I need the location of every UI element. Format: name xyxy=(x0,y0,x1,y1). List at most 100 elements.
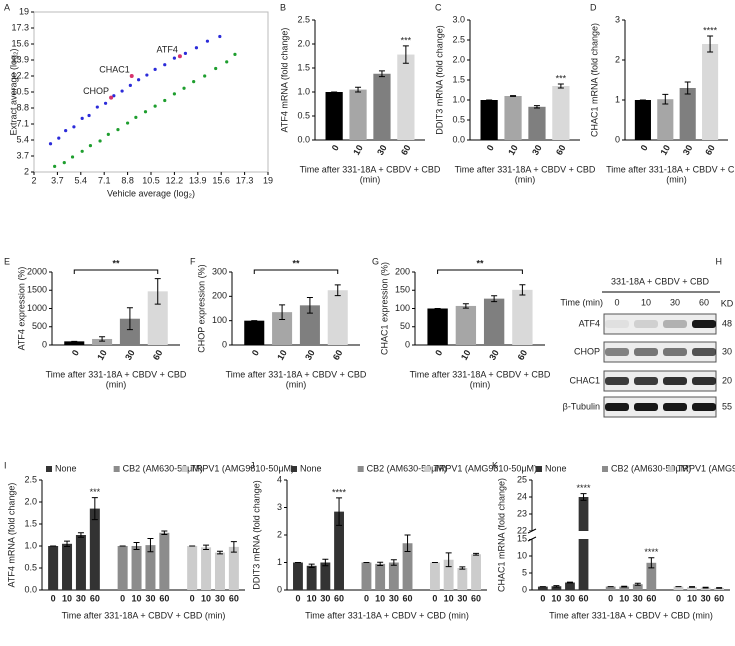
legend-label: TRPV1 (AMG9810-50μM) xyxy=(190,463,294,473)
y-tick-label: 12.2 xyxy=(11,70,29,80)
bar xyxy=(512,289,533,345)
y-tick-label: 0.5 xyxy=(24,562,37,572)
x-tick-label: 10 xyxy=(459,348,473,362)
x-tick-label: 30 xyxy=(375,143,389,157)
bar xyxy=(145,545,156,590)
x-tick-label: 2 xyxy=(31,175,36,185)
x-tick-label: 7.1 xyxy=(98,175,111,185)
bar xyxy=(214,552,225,590)
error-bar xyxy=(203,544,210,551)
bar xyxy=(334,511,344,590)
x-axis-label: (min) xyxy=(666,174,687,184)
y-tick-label: 2000 xyxy=(27,266,47,276)
y-tick-label: 300 xyxy=(212,266,227,276)
x-tick-label: 0 xyxy=(330,143,341,152)
x-tick-label: 10 xyxy=(506,143,520,157)
x-tick-label: 30 xyxy=(701,593,711,603)
bar xyxy=(427,308,448,345)
y-tick-label: 0 xyxy=(277,584,282,594)
y-tick-label: 25 xyxy=(517,474,527,484)
y-axis-label: DDIT3 mRNA (fold change) xyxy=(251,480,261,590)
y-tick-label: 1.0 xyxy=(452,94,465,104)
y-tick-label: 0 xyxy=(405,339,410,349)
x-tick-label: 10 xyxy=(687,593,697,603)
bar xyxy=(375,563,386,590)
point xyxy=(103,101,108,105)
bar xyxy=(632,584,643,590)
y-tick-label: 2.5 xyxy=(452,34,465,44)
legend-swatch xyxy=(46,466,52,472)
y-tick-label: 0 xyxy=(615,134,620,144)
significance: **** xyxy=(703,25,718,35)
panel-letter: I xyxy=(4,460,7,470)
x-axis-label: Time after 331-18A + CBDV + CBD (min) xyxy=(62,610,226,620)
x-tick-label: 60 xyxy=(151,348,165,362)
bar xyxy=(64,341,85,345)
legend-label: CB2 (AM630-50μM) xyxy=(123,463,203,473)
error-bar xyxy=(716,587,723,589)
x-tick-label: 10 xyxy=(275,348,289,362)
bar xyxy=(551,586,562,590)
point xyxy=(172,56,176,60)
legend-swatch xyxy=(424,466,431,472)
y-tick-label: 5 xyxy=(522,567,527,577)
panel-letter: C xyxy=(435,2,442,12)
x-tick-label: 10 xyxy=(307,593,317,603)
y-tick-label: 200 xyxy=(395,266,410,276)
x-tick-label: 60 xyxy=(471,593,481,603)
y-tick-label: 0 xyxy=(522,584,527,594)
error-bar xyxy=(689,586,696,588)
x-tick-label: 0 xyxy=(190,593,195,603)
y-tick-label: 15.6 xyxy=(11,38,29,48)
x-axis-label: Time after 331-18A + CBDV + CBD xyxy=(226,369,367,379)
x-tick-label: 10 xyxy=(95,348,109,362)
x-tick-label: 60 xyxy=(229,593,239,603)
error-bar xyxy=(402,45,409,64)
point xyxy=(218,34,222,39)
y-tick-label: 2.0 xyxy=(297,38,310,48)
y-axis-label: DDIT3 mRNA (fold change) xyxy=(434,25,444,135)
error-bar xyxy=(64,540,71,547)
point xyxy=(137,78,141,82)
significance: *** xyxy=(401,35,412,45)
x-tick-label: 0 xyxy=(295,593,300,603)
y-axis-label: Extract average (log₂) xyxy=(8,48,18,135)
x-tick-label: 10 xyxy=(132,593,142,603)
error-bar xyxy=(459,566,466,570)
plot-frame xyxy=(33,11,269,173)
x-tick-label: 13.9 xyxy=(189,175,207,185)
x-tick-label: 0 xyxy=(51,593,56,603)
highlight-point xyxy=(177,54,182,59)
x-tick-label: 0 xyxy=(70,348,81,357)
x-tick-label: 30 xyxy=(633,593,643,603)
x-tick-label: 30 xyxy=(123,348,137,362)
error-bar xyxy=(621,585,628,588)
bar xyxy=(455,305,477,345)
legend-swatch xyxy=(181,466,188,472)
y-tick-label: 0 xyxy=(222,339,227,349)
point xyxy=(95,105,99,109)
point xyxy=(192,80,196,84)
x-tick-label: 10 xyxy=(62,593,72,603)
error-bar xyxy=(404,534,411,552)
bar xyxy=(430,562,440,590)
y-tick-label: 1000 xyxy=(27,303,47,313)
y-tick-label: 0.0 xyxy=(452,134,465,144)
x-axis-label: Time after 331-18A + CBDV + CBD xyxy=(455,164,596,174)
x-tick-label: 0 xyxy=(120,593,125,603)
y-tick-label: 50 xyxy=(400,321,410,331)
error-bar xyxy=(557,83,564,89)
x-tick-label: 60 xyxy=(703,143,717,157)
y-axis-label: ATF4 expression (%) xyxy=(16,267,26,351)
bar xyxy=(714,587,725,590)
x-tick-label: 5.4 xyxy=(75,175,88,185)
bracket xyxy=(73,269,159,274)
x-tick-label: 60 xyxy=(554,143,568,157)
point xyxy=(143,110,148,114)
error-bar xyxy=(322,558,329,567)
y-tick-label: 150 xyxy=(395,285,410,295)
bar xyxy=(119,318,140,345)
point xyxy=(225,60,229,64)
error-bar xyxy=(306,297,313,314)
lane-label: 30 xyxy=(670,297,680,307)
